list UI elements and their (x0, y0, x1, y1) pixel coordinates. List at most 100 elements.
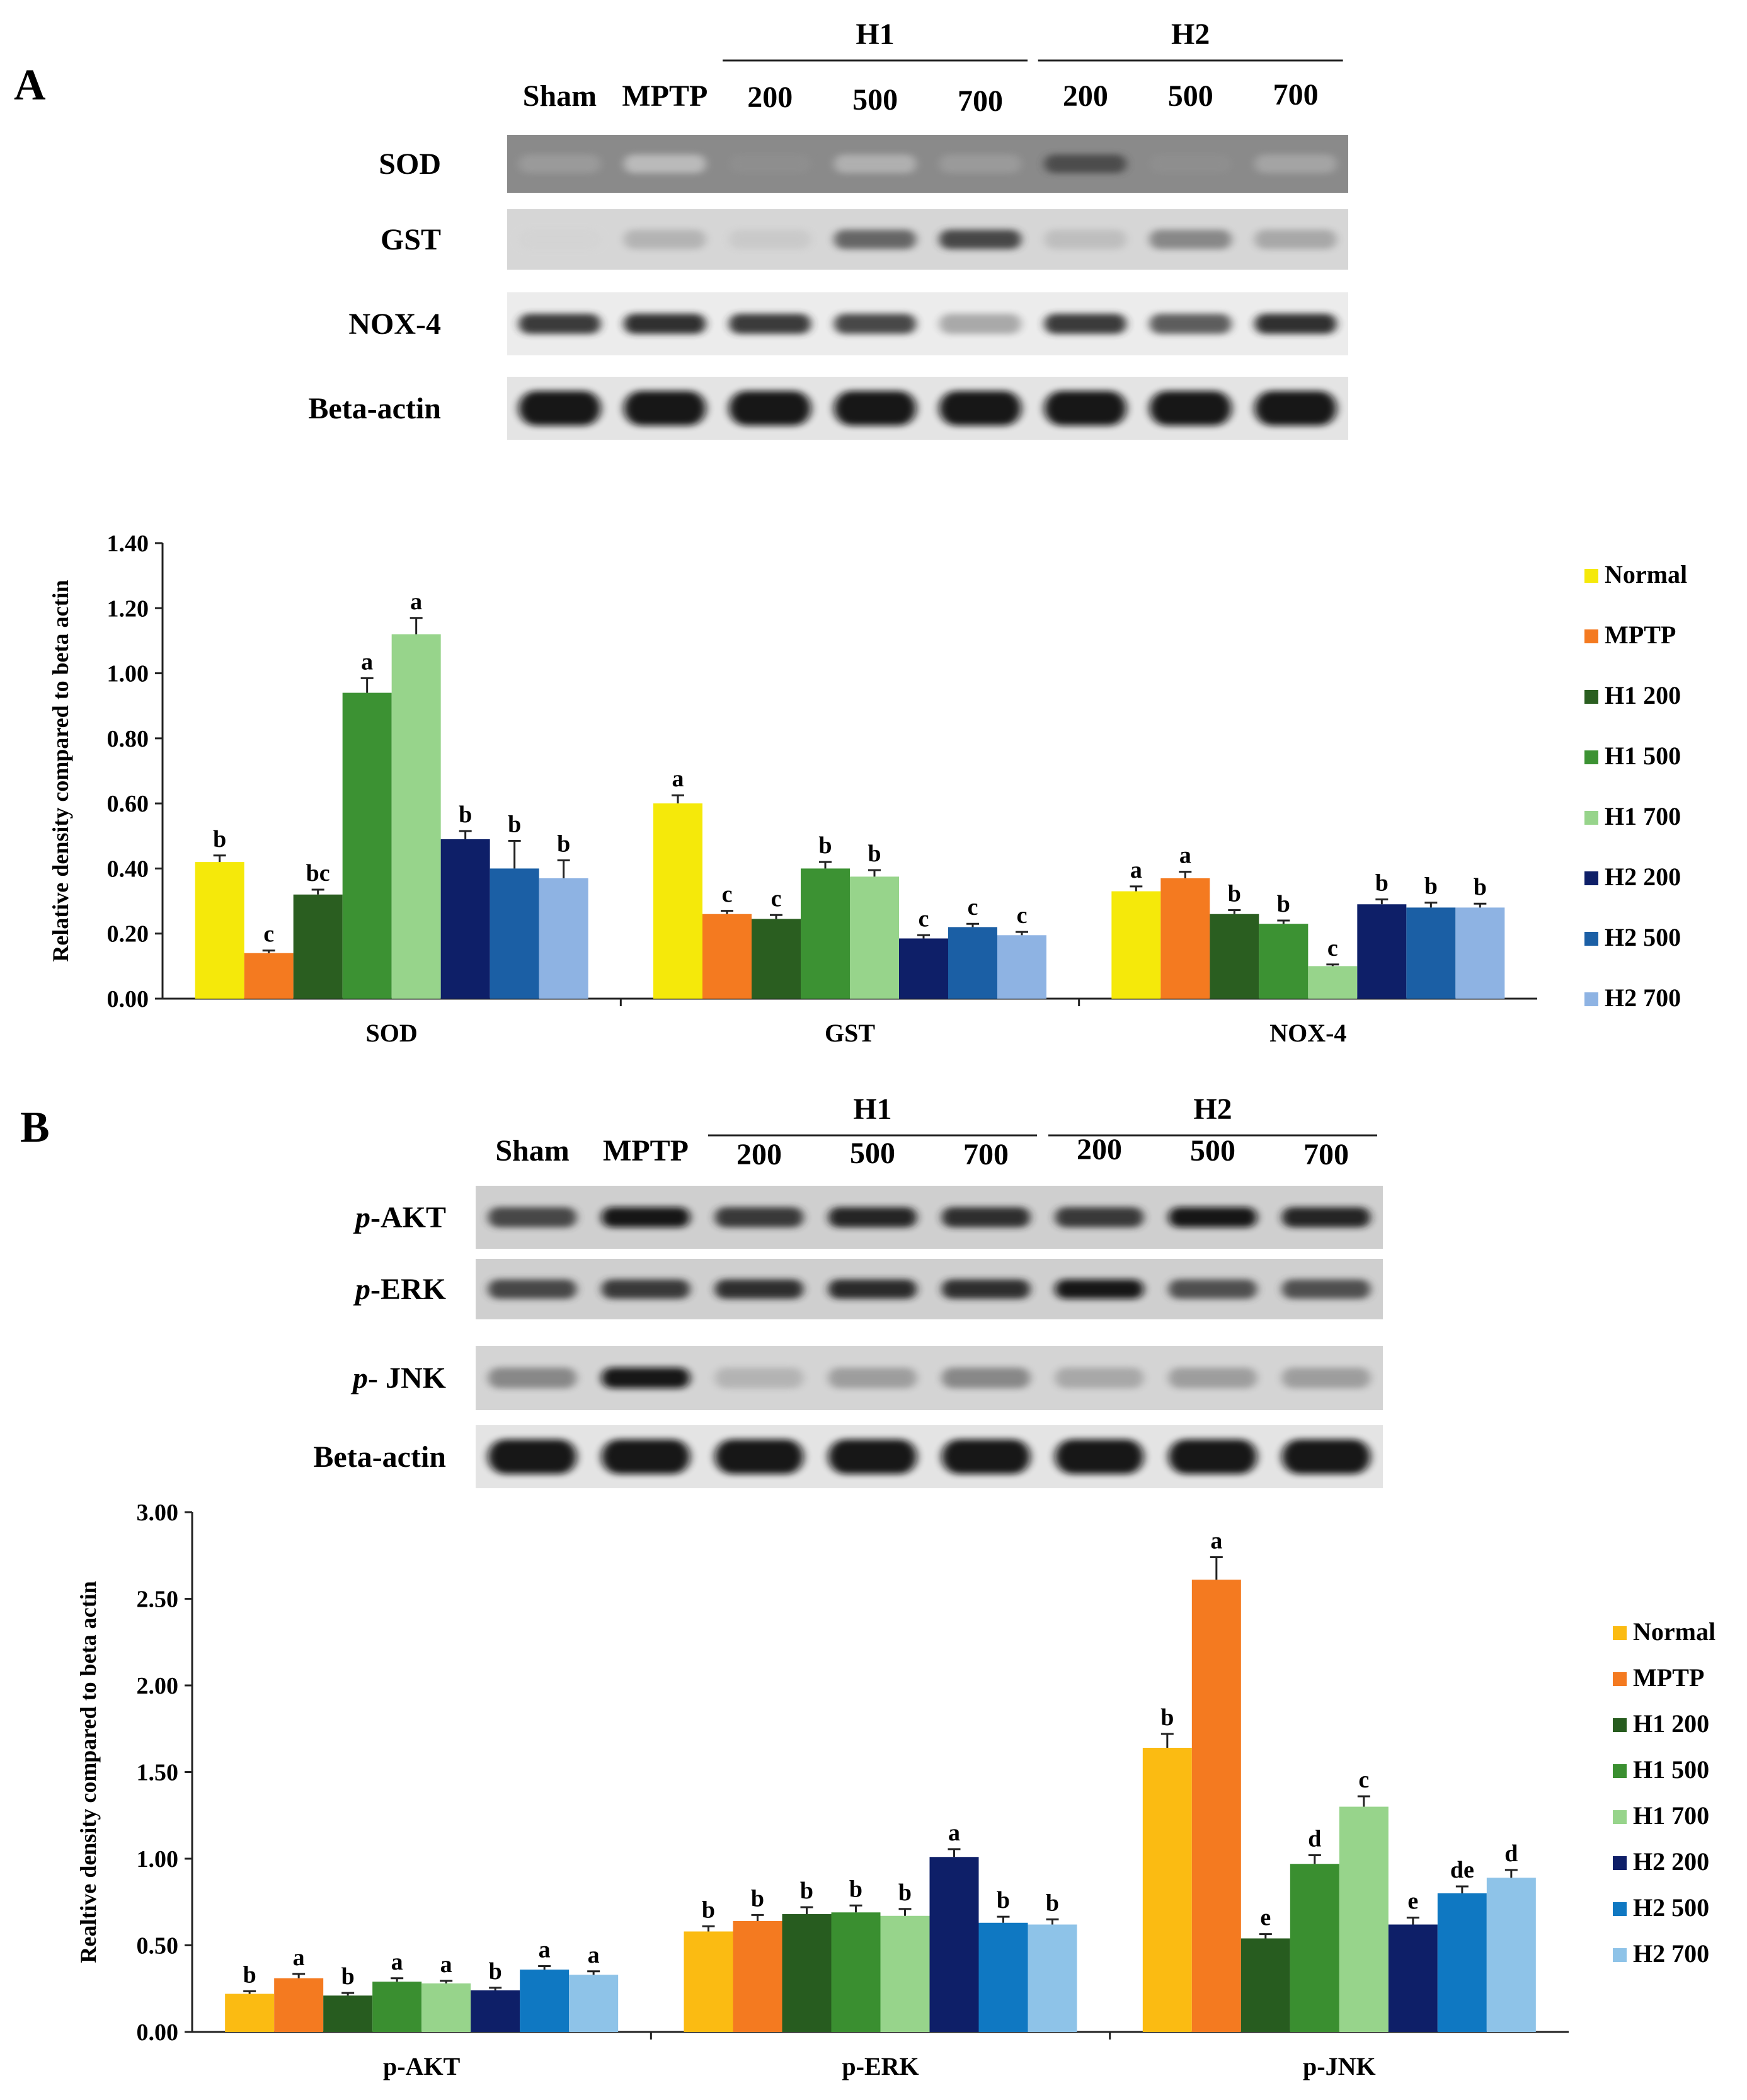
blot-row-label-prefix: p (353, 1273, 370, 1306)
legend-label: Normal (1633, 1617, 1715, 1646)
significance-letter: a (1210, 1528, 1222, 1554)
bar (1259, 924, 1309, 999)
blot-band (939, 314, 1022, 334)
significance-letter: b (1228, 881, 1241, 907)
bar (752, 919, 801, 999)
legend-label: MPTP (1605, 621, 1676, 649)
blot-band (624, 314, 706, 334)
legend-label: H1 700 (1605, 802, 1681, 830)
significance-letter: b (341, 1963, 355, 1990)
blot-band (1055, 1439, 1144, 1474)
blot-band (729, 154, 811, 173)
y-tick-label: 1.40 (107, 531, 149, 557)
significance-letter: a (361, 648, 373, 675)
blot-band (1254, 391, 1337, 426)
significance-letter: b (1046, 1890, 1059, 1916)
legend-swatch (1613, 1856, 1627, 1870)
significance-letter: b (800, 1878, 813, 1904)
legend-swatch (1584, 811, 1598, 825)
y-axis-label: Realtive density compared to beta actin (76, 1581, 101, 1963)
significance-letter: a (1179, 842, 1191, 869)
bar (948, 927, 997, 999)
blot-band (1281, 1207, 1371, 1227)
bar (978, 1922, 1028, 2032)
significance-letter: a (391, 1949, 403, 1975)
significance-letter: e (1407, 1888, 1418, 1915)
bar (997, 935, 1046, 999)
blot-band (488, 1279, 577, 1299)
blot-lane-label: 700 (1303, 1138, 1349, 1171)
legend-label: H2 700 (1605, 984, 1681, 1012)
blot-band (714, 1279, 804, 1299)
blot-band (828, 1367, 917, 1389)
legend-swatch (1613, 1948, 1627, 1962)
y-tick-label: 0.60 (107, 791, 149, 817)
bar (323, 1995, 373, 2032)
blot-band (1044, 391, 1126, 426)
blot-lane-label: 500 (1190, 1134, 1235, 1168)
legend-swatch (1613, 1672, 1627, 1686)
significance-letter: de (1450, 1857, 1474, 1883)
significance-letter: d (1308, 1826, 1321, 1852)
legend-label: Normal (1605, 560, 1687, 588)
blot-band (1149, 314, 1232, 334)
blot-row-label-name: - JNK (368, 1362, 446, 1395)
significance-letter: b (557, 831, 570, 858)
y-tick-label: 0.80 (107, 726, 149, 752)
blot-band (601, 1207, 690, 1227)
significance-letter: bc (306, 860, 330, 886)
blot-row-label-name: -AKT (370, 1201, 446, 1234)
bar (569, 1975, 619, 2032)
blot-lane-label: 200 (1077, 1133, 1122, 1166)
blot-band (601, 1279, 690, 1299)
significance-letter: b (751, 1885, 764, 1912)
significance-letter: b (508, 812, 521, 838)
blot-band (624, 391, 706, 426)
legend-swatch (1584, 750, 1598, 764)
y-tick-label: 0.00 (137, 2019, 179, 2046)
blot-band (1055, 1279, 1144, 1299)
y-tick-label: 1.50 (137, 1760, 179, 1786)
blot-band (941, 1279, 1031, 1299)
blot-group-label: H1 (853, 1093, 891, 1126)
legend-swatch (1613, 1718, 1627, 1732)
significance-letter: c (1358, 1767, 1369, 1793)
significance-letter: b (243, 1961, 256, 1988)
blot-band (488, 1439, 577, 1474)
blot-row-label-name: Beta-actin (308, 392, 441, 425)
legend-swatch (1584, 629, 1598, 643)
blot-row-label-name: SOD (379, 147, 441, 181)
blot-band (1254, 229, 1337, 250)
blot-band (714, 1439, 804, 1474)
bar-chart-b: 0.00 0.50 1.00 1.50 2.00 2.50 3.00 Realtive den… (76, 1500, 1715, 2080)
y-tick-label: 2.00 (137, 1673, 179, 1699)
y-tick-label: 0.20 (107, 921, 149, 948)
bar (899, 938, 948, 999)
x-category-label: NOX-4 (1269, 1019, 1346, 1047)
legend-label: H2 700 (1633, 1939, 1709, 1968)
blot-band (714, 1367, 804, 1389)
bar (293, 894, 343, 999)
significance-letter: b (213, 826, 226, 852)
bar (1388, 1924, 1438, 2032)
y-tick-label: 1.00 (137, 1846, 179, 1873)
blot-band (518, 154, 601, 173)
x-category-label: p-ERK (842, 2052, 919, 2080)
blot-lane-label: 700 (1273, 78, 1319, 112)
blot-row-label: GST (381, 223, 441, 256)
blot-band (1168, 1367, 1257, 1389)
legend-label: H2 200 (1633, 1847, 1709, 1876)
significance-letter: a (1130, 857, 1142, 883)
blot-lane-label: 200 (736, 1138, 782, 1171)
panel-label-b: B (20, 1103, 50, 1152)
bar (471, 1990, 520, 2032)
bar (782, 1914, 832, 2032)
blot-lane-label: 700 (958, 84, 1003, 118)
y-tick-label: 0.50 (137, 1933, 179, 1959)
legend-label: H1 500 (1605, 742, 1681, 770)
significance-letter: a (948, 1820, 960, 1846)
blot-band (1055, 1207, 1144, 1227)
significance-letter: c (722, 881, 733, 908)
blot-lane-label: 200 (747, 81, 793, 114)
legend-label: H1 500 (1633, 1755, 1709, 1784)
